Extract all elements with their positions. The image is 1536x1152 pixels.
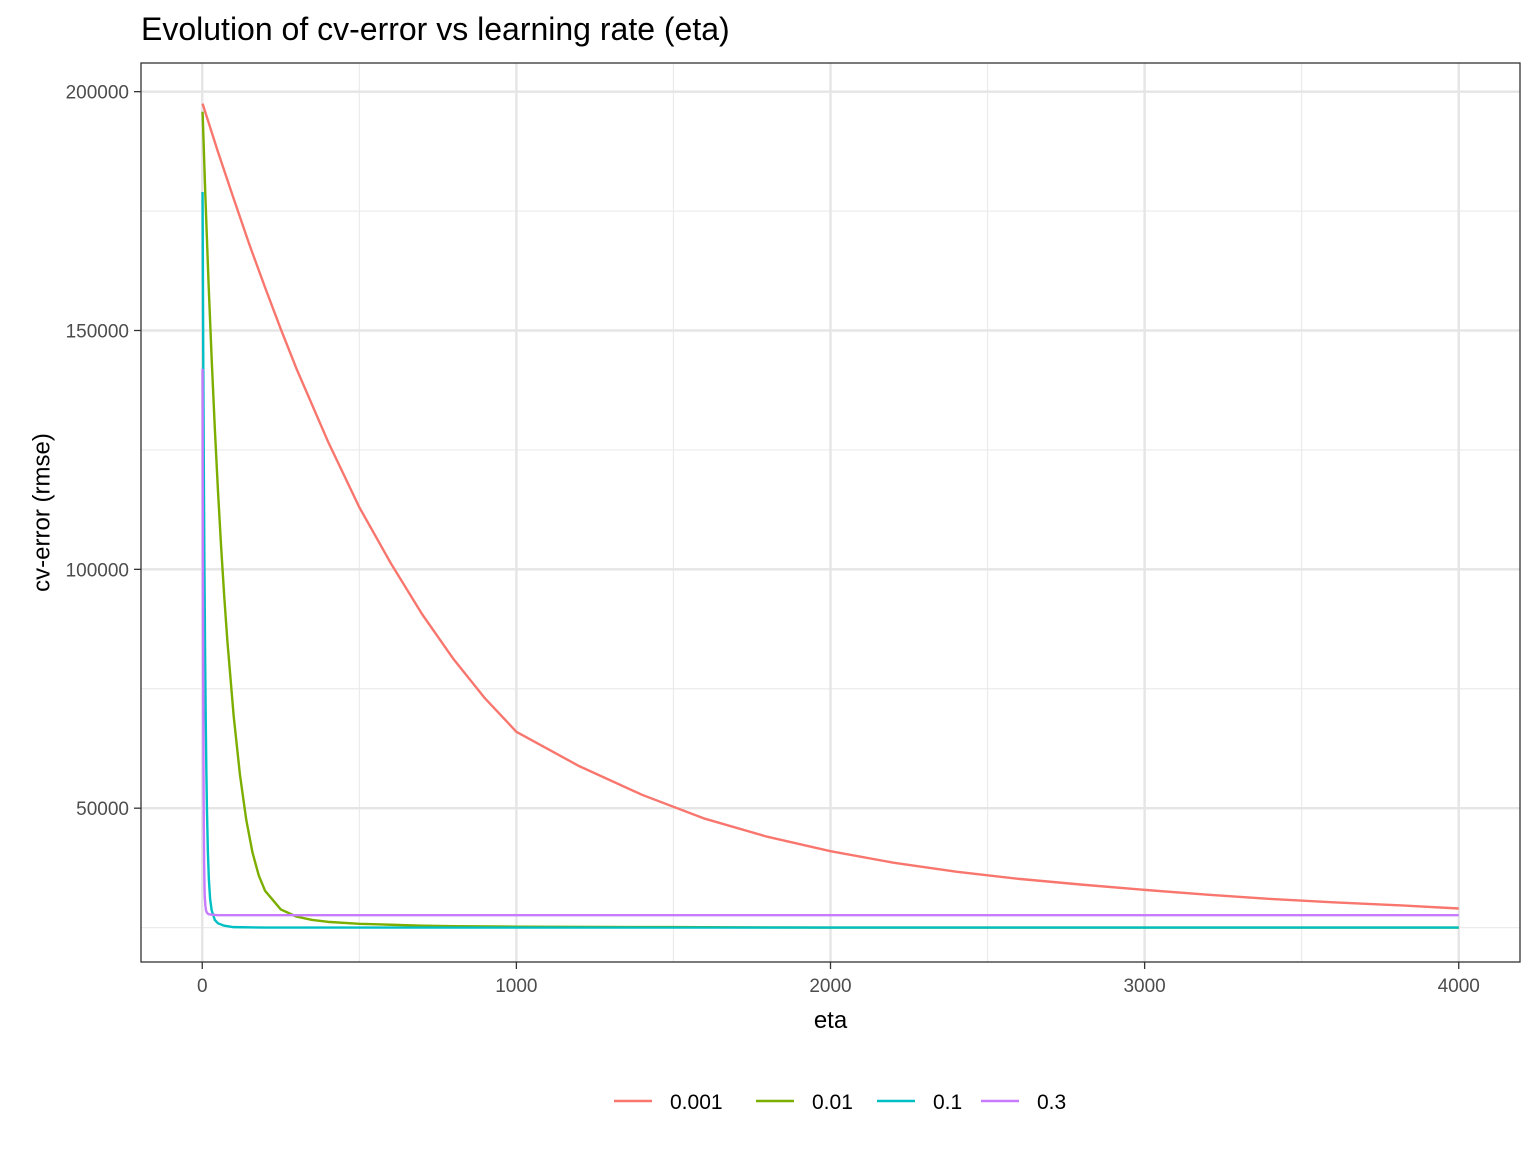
y-tick-label: 150000 [66, 322, 129, 343]
y-tick-label: 50000 [76, 799, 129, 820]
x-axis-title: eta [814, 1007, 848, 1034]
chart-title: Evolution of cv-error vs learning rate (… [141, 11, 730, 47]
legend-item: 0.01 [756, 1091, 853, 1114]
y-tick-label: 100000 [66, 560, 129, 581]
x-tick-label: 4000 [1438, 976, 1480, 997]
series-line-0-3 [201, 368, 1459, 917]
y-axis-title: cv-error (rmse) [28, 433, 55, 592]
legend: 0.001 0.01 0.1 0.3 [614, 1091, 1066, 1114]
x-tick-label: 0 [197, 976, 208, 997]
legend-label: 0.3 [1037, 1091, 1066, 1114]
y-tick-label: 200000 [66, 83, 129, 104]
legend-item: 0.1 [877, 1091, 962, 1114]
series-layer [201, 103, 1459, 929]
x-axis-ticks: 0 1000 2000 3000 4000 [197, 962, 1480, 997]
x-tick-label: 2000 [809, 976, 851, 997]
legend-item: 0.001 [614, 1091, 723, 1114]
legend-item: 0.3 [981, 1091, 1066, 1114]
grid-major [141, 63, 1520, 962]
legend-label: 0.01 [812, 1091, 853, 1114]
y-axis-ticks: 50000 100000 150000 200000 [66, 83, 141, 820]
legend-label: 0.001 [670, 1091, 723, 1114]
series-line-0-1 [201, 191, 1459, 929]
x-tick-label: 3000 [1123, 976, 1165, 997]
x-tick-label: 1000 [495, 976, 537, 997]
legend-label: 0.1 [933, 1091, 962, 1114]
series-line-0-001 [201, 103, 1459, 910]
